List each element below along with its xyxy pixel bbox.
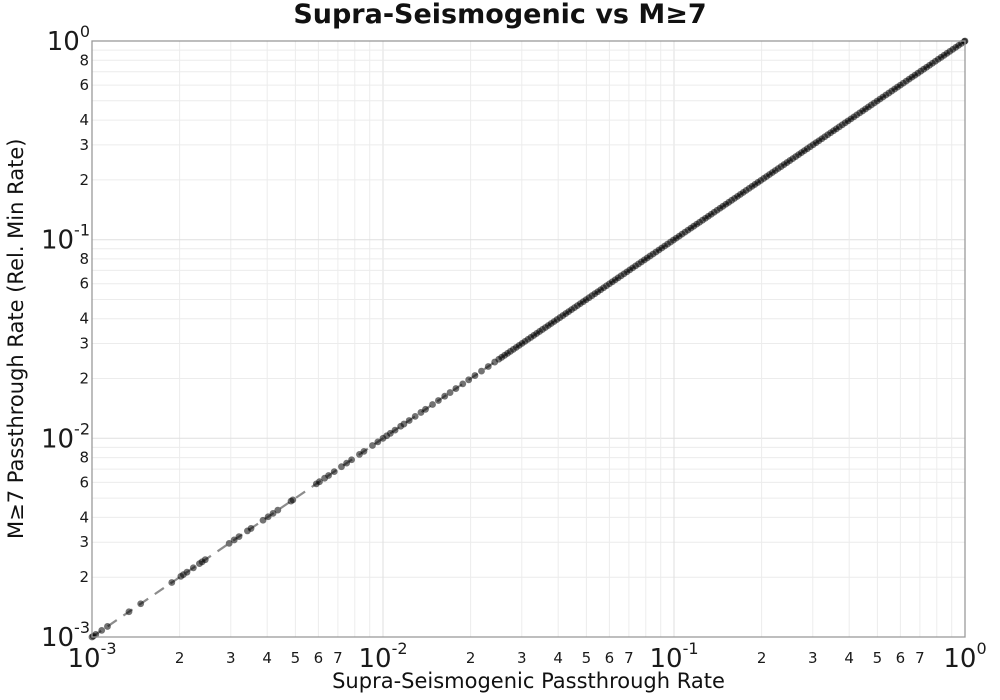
svg-text:6: 6 xyxy=(79,76,89,94)
grid-lines xyxy=(91,40,966,638)
svg-text:2: 2 xyxy=(466,649,476,667)
svg-text:7: 7 xyxy=(624,649,634,667)
svg-text:100: 100 xyxy=(47,22,90,57)
svg-text:4: 4 xyxy=(844,649,854,667)
svg-text:2: 2 xyxy=(757,649,767,667)
svg-text:6: 6 xyxy=(314,649,324,667)
svg-text:8: 8 xyxy=(79,51,89,69)
svg-text:6: 6 xyxy=(79,473,89,491)
svg-text:2: 2 xyxy=(79,171,89,189)
svg-text:4: 4 xyxy=(79,310,89,328)
svg-text:3: 3 xyxy=(79,136,89,154)
svg-text:10-3: 10-3 xyxy=(41,618,90,653)
svg-text:6: 6 xyxy=(79,275,89,293)
svg-text:10-3: 10-3 xyxy=(67,639,116,674)
chart-title: Supra-Seismogenic vs M≥7 xyxy=(293,0,707,30)
svg-text:3: 3 xyxy=(79,335,89,353)
svg-text:7: 7 xyxy=(333,649,343,667)
svg-text:3: 3 xyxy=(808,649,818,667)
svg-text:4: 4 xyxy=(262,649,272,667)
svg-text:100: 100 xyxy=(943,639,986,674)
svg-text:2: 2 xyxy=(79,568,89,586)
svg-text:6: 6 xyxy=(605,649,615,667)
svg-text:4: 4 xyxy=(553,649,563,667)
svg-text:10-2: 10-2 xyxy=(41,419,90,454)
svg-text:10-1: 10-1 xyxy=(41,221,90,256)
svg-text:6: 6 xyxy=(896,649,906,667)
scatter-series xyxy=(88,37,969,641)
svg-text:7: 7 xyxy=(915,649,925,667)
svg-text:5: 5 xyxy=(291,649,301,667)
svg-text:8: 8 xyxy=(79,250,89,268)
svg-text:10-1: 10-1 xyxy=(649,639,698,674)
x-axis-label: Supra-Seismogenic Passthrough Rate xyxy=(332,669,725,693)
svg-text:3: 3 xyxy=(79,533,89,551)
svg-text:2: 2 xyxy=(79,370,89,388)
svg-text:3: 3 xyxy=(517,649,527,667)
svg-text:3: 3 xyxy=(226,649,236,667)
svg-text:8: 8 xyxy=(79,449,89,467)
y-axis-label: M≥7 Passthrough Rate (Rel. Min Rate) xyxy=(4,138,28,540)
svg-text:4: 4 xyxy=(79,111,89,129)
svg-text:5: 5 xyxy=(873,649,883,667)
svg-text:5: 5 xyxy=(582,649,592,667)
svg-text:4: 4 xyxy=(79,508,89,526)
plot-frame xyxy=(91,40,966,638)
svg-text:10-2: 10-2 xyxy=(358,639,407,674)
svg-text:2: 2 xyxy=(175,649,185,667)
